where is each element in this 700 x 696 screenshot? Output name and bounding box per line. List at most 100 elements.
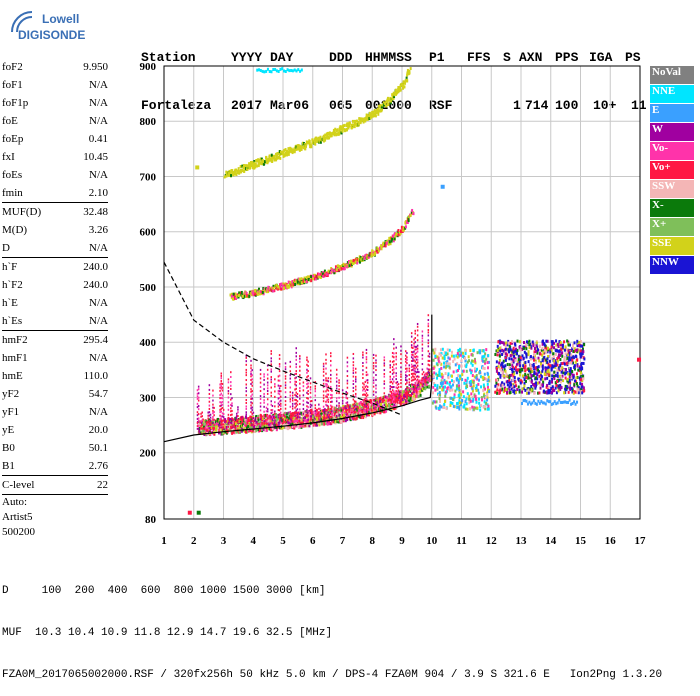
echo-point: [457, 402, 459, 405]
echo-point: [328, 380, 330, 382]
echo-point: [331, 413, 333, 415]
echo-point: [414, 361, 416, 363]
echo-point: [537, 382, 539, 385]
echo-point: [576, 372, 578, 375]
echo-point: [271, 381, 273, 383]
echo-point: [303, 400, 305, 402]
echo-point: [279, 370, 281, 372]
echo-point: [576, 348, 578, 351]
echo-point: [400, 382, 402, 384]
echo-point: [230, 388, 232, 390]
echo-point: [422, 373, 424, 375]
echo-point: [406, 352, 408, 354]
echo-point: [228, 409, 230, 411]
echo-point: [342, 400, 344, 402]
echo-point: [323, 379, 325, 381]
echo-point: [315, 404, 317, 406]
echo-point: [221, 375, 223, 377]
echo-point: [353, 390, 355, 392]
echo-point: [250, 404, 252, 406]
echo-point: [411, 209, 413, 212]
echo-point: [467, 408, 469, 411]
echo-point: [417, 359, 419, 361]
echo-point: [328, 399, 330, 401]
y-tick-label: 400: [140, 337, 157, 349]
echo-point: [222, 395, 224, 397]
echo-point: [310, 389, 312, 391]
echo-point: [429, 353, 431, 355]
echo-point: [295, 381, 297, 383]
echo-point: [530, 355, 532, 358]
echo-point: [462, 352, 464, 355]
echo-point: [311, 404, 313, 406]
echo-point: [475, 395, 477, 398]
echo-point: [230, 376, 232, 378]
echo-point: [223, 416, 225, 418]
echo-point: [389, 240, 391, 243]
echo-point: [201, 412, 203, 414]
echo-point: [515, 359, 517, 362]
echo-point: [467, 377, 469, 380]
echo-point: [285, 400, 287, 402]
echo-point: [315, 395, 317, 397]
echo-point: [409, 390, 411, 392]
echo-point: [373, 394, 375, 396]
echo-point: [231, 426, 233, 428]
echo-point: [299, 390, 301, 392]
echo-point: [423, 371, 425, 373]
echo-point: [279, 363, 281, 365]
echo-point: [478, 379, 480, 382]
echo-point: [292, 415, 294, 417]
echo-point: [328, 411, 330, 413]
echo-point: [390, 364, 392, 366]
echo-point: [436, 384, 438, 387]
echo-point: [355, 376, 357, 378]
echo-point: [303, 417, 305, 419]
echo-point: [330, 408, 332, 410]
echo-point: [487, 372, 489, 375]
echo-point: [210, 420, 212, 422]
echo-point: [555, 374, 557, 377]
echo-point: [519, 346, 521, 349]
echo-point: [445, 352, 447, 355]
echo-point: [197, 403, 199, 405]
echo-point: [267, 390, 269, 392]
echo-point: [428, 339, 430, 341]
echo-point: [439, 397, 441, 400]
echo-point: [272, 409, 274, 411]
echo-point: [444, 357, 446, 360]
echo-point: [538, 391, 540, 394]
echo-point: [395, 363, 397, 365]
echo-point: [457, 356, 459, 359]
echo-point: [505, 344, 507, 347]
echo-point: [366, 352, 368, 354]
echo-point: [355, 393, 357, 395]
echo-point: [393, 376, 395, 378]
echo-point: [212, 422, 214, 424]
echo-point: [279, 414, 281, 416]
echo-point: [574, 341, 576, 344]
echo-point: [383, 243, 385, 246]
echo-point: [338, 382, 340, 384]
echo-point: [581, 345, 583, 348]
echo-point: [469, 349, 471, 352]
echo-point: [294, 283, 296, 286]
echo-point: [563, 340, 565, 343]
echo-point: [311, 419, 313, 421]
echo-point: [522, 374, 524, 377]
echo-point: [436, 355, 438, 358]
echo-point: [250, 416, 252, 418]
echo-point: [230, 174, 232, 177]
echo-point: [409, 384, 411, 386]
echo-point: [235, 422, 237, 425]
echo-point: [384, 356, 386, 358]
echo-point: [475, 376, 477, 379]
echo-point: [443, 365, 445, 368]
echo-point: [347, 409, 349, 411]
echo-point: [271, 368, 273, 370]
echo-point: [414, 330, 416, 332]
echo-point: [307, 406, 309, 408]
echo-point: [279, 358, 281, 360]
echo-point: [263, 396, 265, 398]
echo-point: [390, 378, 392, 380]
